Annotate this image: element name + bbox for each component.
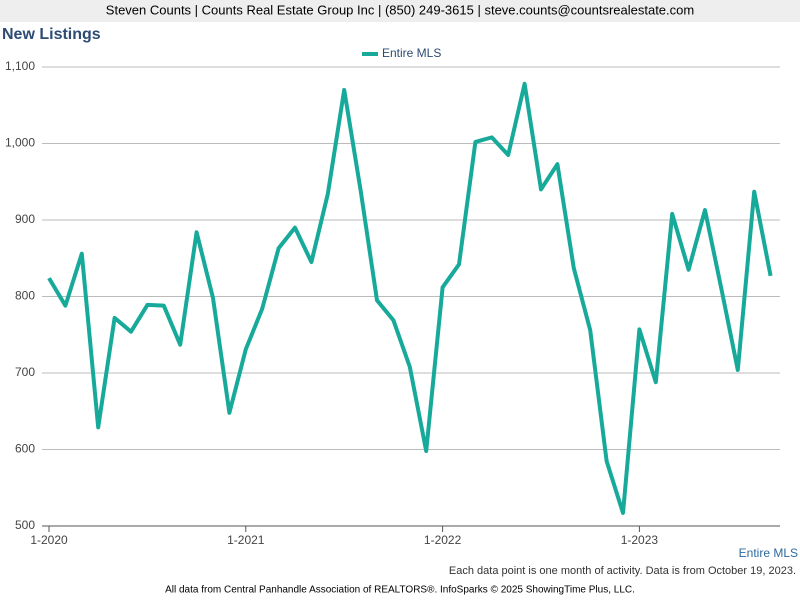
line	[47, 81, 773, 515]
header-bar	[0, 0, 800, 22]
y-tick-label: 1,000	[5, 136, 35, 150]
header: Steven Counts | Counts Real Estate Group…	[106, 2, 694, 17]
y-tick-label: 500	[15, 518, 35, 532]
legend-label: Entire MLS	[382, 46, 441, 60]
x-tick-label: 1-2023	[621, 533, 659, 547]
x-tick-label: 1-2020	[30, 533, 68, 547]
y-tick-label: 700	[15, 365, 35, 379]
chart-title: New Listings	[2, 26, 101, 43]
note: Each data point is one month of activity…	[449, 565, 796, 577]
series-label: Entire MLS	[739, 546, 798, 560]
x-tick-label: 1-2021	[227, 533, 265, 547]
y-tick-label: 800	[15, 289, 35, 303]
x-tick-label: 1-2022	[424, 533, 462, 547]
y-tick-label: 1,100	[5, 59, 35, 73]
y-tick-label: 600	[15, 442, 35, 456]
footer: All data from Central Panhandle Associat…	[165, 585, 635, 596]
y-tick-label: 900	[15, 212, 35, 226]
